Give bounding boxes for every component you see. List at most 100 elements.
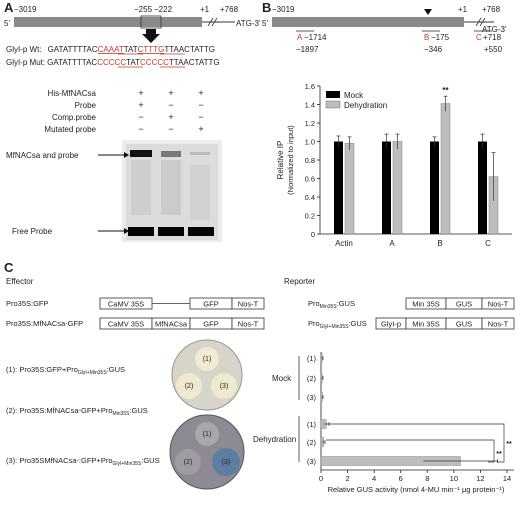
gus-sig-bracket-inner <box>326 439 495 463</box>
a-row-label-0: His-MfNACsa <box>48 89 97 98</box>
gus-category-label: (3) <box>307 393 317 402</box>
rep1-min35s: Min 35S <box>412 300 440 309</box>
b-break-mark-1 <box>475 17 482 27</box>
gus-x-label: Relative GUS activity (nmol 4-MU min⁻¹ μ… <box>328 485 505 494</box>
eff1-nos-box <box>231 297 265 310</box>
gus-category-label: (1) <box>307 420 317 429</box>
chip-y-tick-label: 0.4 <box>305 193 315 202</box>
chip-category-label: Actin <box>335 239 353 248</box>
gus-category-label: (1) <box>307 354 317 363</box>
gus-x-tick-label: 0 <box>319 474 323 483</box>
b-frag-c-pos: +718 <box>483 33 502 42</box>
gel-smear-lane3 <box>190 165 210 220</box>
plate-dehydration-label-2: (2) <box>184 459 193 466</box>
a-probe-box <box>140 15 162 29</box>
chip-y-tick-label: 1.4 <box>305 101 315 110</box>
gus-category-label: (2) <box>307 374 317 383</box>
chip-bar-mock <box>334 141 343 234</box>
gus-x-ticks: 0 2 4 6 8 10 12 14 <box>319 470 511 483</box>
b-frag-a-pos2: −1897 <box>296 45 319 54</box>
eff2-nos-box <box>231 317 265 330</box>
legend-dehydration-swatch <box>325 100 341 109</box>
gus-bars <box>320 353 499 466</box>
a-break-mark-1 <box>207 17 214 27</box>
b-promoter-bar <box>272 17 464 27</box>
eff1-nos: Nos-T <box>238 300 259 309</box>
b-frag-c-pos2: +550 <box>484 45 503 54</box>
eff1-name: Pro35S:GFP <box>6 299 49 308</box>
panel-c-label: C <box>4 260 14 275</box>
a-cell-0-1: + <box>168 88 173 98</box>
chip-bar-dehydration <box>440 103 451 235</box>
b-frag-a-pos: −1714 <box>304 33 327 42</box>
b-break-mark-2 <box>479 17 486 27</box>
a-cell-3-2: + <box>198 124 203 134</box>
a-cell-2-1: + <box>168 112 173 122</box>
a-pos-m222: −222 <box>154 5 173 14</box>
combo-legend-3: (3): Pro35SMfNACsa-:GFP+ProGlyI+Min35S:G… <box>6 456 160 467</box>
a-band-arrowhead <box>124 152 129 158</box>
panel-b-label: B <box>262 0 271 15</box>
rep2-nos: Nos-T <box>488 320 509 329</box>
a-pos-left: −3019 <box>14 5 37 14</box>
plate-mock-label-1: (1) <box>203 356 212 363</box>
rep2-min35s: Min 35S <box>412 320 440 329</box>
a-cell-1-2: − <box>198 100 203 110</box>
a-pos-p1: +1 <box>200 5 210 14</box>
eff2-nos: Nos-T <box>238 320 259 329</box>
reporter-title: Reporter <box>284 277 315 286</box>
a-cell-1-0: + <box>138 100 143 110</box>
rep1-gus: GUS <box>456 300 472 309</box>
eff2-gfp: GFP <box>203 320 218 329</box>
a-pos-m255: −255 <box>134 5 153 14</box>
rep2-name: ProGlyI+Min35S:GUS <box>308 319 367 330</box>
plate-dehydration-label-1: (1) <box>203 431 212 438</box>
a-seq-mut: GlyI-p Mut: GATATTTTACCCCCCTATCCCCCTTAACT… <box>6 58 220 67</box>
a-emsa-table: His-MfNACsa Probe Comp.probe Mutated pro… <box>44 88 203 134</box>
rep1-name: ProMin35S:GUS <box>308 299 355 310</box>
legend-mock-label: Mock <box>344 91 364 100</box>
chip-y-ticks: 0 0.2 0.4 0.6 0.8 1.0 1.2 1.4 1.6 <box>305 82 320 239</box>
chip-y-tick-label: 0.8 <box>305 156 315 165</box>
eff1-gfp: GFP <box>203 300 218 309</box>
gus-bar-chart: 0 2 4 6 8 10 12 14 (1) (2) (3) (1) (2) (3) Mock Dehy… <box>253 352 514 494</box>
gel-shift-band-lane3 <box>190 152 210 155</box>
a-promoter-bar <box>14 17 202 27</box>
gel-free-probe-lane1 <box>128 227 154 236</box>
a-down-arrow <box>142 29 160 43</box>
a-cell-3-0: − <box>138 124 143 134</box>
chip-category-label: B <box>437 239 442 248</box>
chip-bar-mock <box>382 141 391 234</box>
combo-legend-2: (2): Pro35S:MfNACsa-GFP+ProMin35S:GUS <box>6 406 148 417</box>
gus-x-tick-label: 2 <box>345 474 349 483</box>
plate-mock-label-3: (3) <box>220 383 229 390</box>
gus-categories: (1) (2) (3) (1) (2) (3) <box>307 354 317 466</box>
chip-bar-mock <box>478 141 487 234</box>
chip-y-tick-label: 1.2 <box>305 119 315 128</box>
b-pos-p768: +768 <box>482 5 501 14</box>
a-free-arrowhead <box>124 228 129 234</box>
legend-dehydration-label: Dehydration <box>344 101 387 110</box>
chip-bar-chart: 0 0.2 0.4 0.6 0.8 1.0 1.2 1.4 1.6 Actin A B C Relat… <box>276 82 512 248</box>
plate-mock-leaf-1 <box>195 347 219 371</box>
a-row-label-3: Mutated probe <box>44 125 96 134</box>
gus-x-tick-label: 4 <box>372 474 376 483</box>
gus-group-mock: Mock <box>272 374 292 383</box>
gel-smear-lane2 <box>161 160 181 215</box>
plate-dehydration-leaf-3 <box>212 448 240 476</box>
b-atg: ATG-3' <box>482 25 507 34</box>
rep2-nos-box <box>481 317 515 330</box>
a-cell-2-2: − <box>198 112 203 122</box>
chip-y-label-1: Relative IP <box>276 141 285 180</box>
gel-free-probe-lane2 <box>158 227 184 236</box>
chip-y-tick-label: 0.6 <box>305 175 315 184</box>
b-frag-b: B <box>424 33 429 42</box>
a-row-label-2: Comp.probe <box>52 113 97 122</box>
eff1-camv: CaMV 35S <box>108 300 144 309</box>
chip-y-tick-label: 0 <box>311 230 315 239</box>
a-atg: ATG-3' <box>236 19 261 28</box>
eff2-mfnac: MfNACsa <box>155 320 188 329</box>
plate-mock: (1) (2) (3) <box>171 339 243 411</box>
rep1-nos-box <box>481 297 515 310</box>
